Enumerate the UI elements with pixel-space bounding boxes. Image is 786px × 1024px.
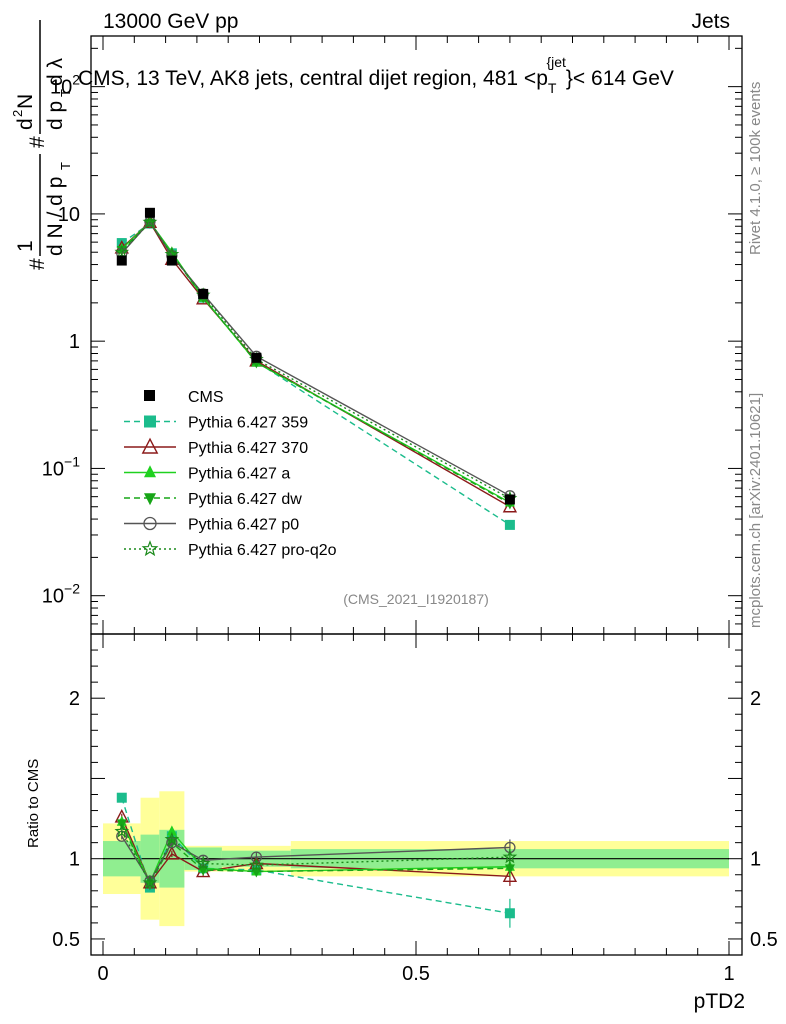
ratio-y-tick-label-right: 2 [750, 688, 761, 710]
main-y-tick-label: 1 [69, 331, 80, 353]
plot-title-sup: {jet [546, 54, 566, 70]
ratio-y-tick-label: 2 [69, 688, 80, 710]
x-tick-label: 0 [97, 963, 108, 985]
series-point [114, 244, 130, 259]
legend-label-data: CMS [188, 389, 224, 406]
main-panel: 10−2 10−1 1 10 102 [42, 35, 743, 955]
svg-text:d N / d p: d N / d p [44, 177, 67, 256]
data-point [198, 288, 209, 299]
ratio-point [164, 831, 180, 846]
legend-marker-1 [141, 437, 159, 454]
ratio-point [195, 855, 211, 870]
legend-label-5: Pythia 6.427 pro-q2o [188, 542, 337, 559]
series-point [144, 218, 155, 229]
svg-text:2: 2 [10, 110, 25, 117]
ratio-panel: 0 0.5 1 0.5 0.5 1 1 2 2 [52, 633, 778, 985]
main-y-tick-label: 102 [50, 72, 80, 99]
data-point [251, 352, 262, 363]
data-point [144, 207, 155, 218]
legend-marker-2 [144, 465, 156, 478]
svg-text:N: N [14, 94, 37, 109]
ratio-y-tick-label: 1 [69, 849, 80, 871]
x-tick-label: 0.5 [402, 963, 430, 985]
ratio-y-axis-title: Ratio to CMS [25, 759, 42, 848]
legend-label-3: Pythia 6.427 dw [188, 491, 302, 508]
svg-text:T: T [58, 162, 73, 170]
x-tick-label: 1 [723, 963, 734, 985]
rivet-version-label: Rivet 4.1.0, ≥ 100k events [747, 82, 764, 255]
svg-text:d p: d p [44, 101, 67, 130]
ratio-y-tick-label-right: 0.5 [750, 929, 778, 951]
series-point [504, 519, 515, 530]
legend-label-0: Pythia 6.427 359 [188, 415, 308, 432]
main-y-tick-label: 10 [58, 204, 80, 226]
svg-text:#: # [26, 258, 49, 270]
legend-marker-0 [144, 415, 156, 428]
header-energy-label: 13000 GeV pp [103, 10, 238, 33]
ratio-y-tick-label: 0.5 [52, 929, 80, 951]
ratio-point [116, 792, 127, 803]
main-y-axis-label: # 1 d N / d p T # d2N d p T d λ [10, 20, 73, 270]
legend-marker-5 [141, 540, 159, 557]
series-point [142, 214, 158, 229]
series-line-5 [121, 221, 511, 500]
svg-text:#: # [26, 136, 49, 148]
ratio-point [249, 857, 264, 872]
ratio-line-5 [121, 831, 510, 885]
series-line-4 [121, 220, 511, 497]
plot-title-end: }< 614 GeV [566, 67, 674, 90]
legend-marker-4 [143, 516, 157, 531]
series-line-2 [121, 221, 511, 504]
svg-text:d: d [14, 118, 37, 130]
data-point [504, 494, 515, 505]
ratio-y-tick-label-right: 1 [750, 849, 761, 871]
legend-label-4: Pythia 6.427 p0 [188, 517, 299, 534]
legend-label-2: Pythia 6.427 a [188, 466, 290, 483]
ratio-point [504, 864, 515, 875]
data-point [166, 255, 177, 266]
svg-text:1: 1 [14, 240, 37, 252]
legend: CMS Pythia 6.427 359 Pythia 6.427 370 Pythi… [124, 389, 337, 559]
ratio-point [166, 825, 177, 836]
main-y-tick-label: 10−2 [42, 581, 80, 608]
ratio-point [504, 908, 515, 919]
ratio-point [502, 868, 518, 883]
legend-marker-3 [144, 493, 156, 506]
x-axis-title: pTD2 [694, 990, 745, 1013]
analysis-id-label: (CMS_2021_I1920187) [343, 591, 489, 607]
ratio-point [114, 823, 130, 838]
ratio-point [502, 849, 518, 864]
ratio-point [142, 875, 158, 889]
legend-marker-data [144, 390, 155, 401]
main-y-tick-label: 10−1 [42, 453, 80, 480]
legend-label-1: Pythia 6.427 370 [188, 440, 308, 457]
ratio-point [251, 867, 262, 878]
ratio-point [198, 865, 209, 876]
svg-text:T: T [58, 89, 73, 97]
ratio-frame [90, 633, 743, 956]
plot-title: CMS, 13 TeV, AK8 jets, central dijet reg… [78, 54, 674, 96]
ratio-point [164, 845, 180, 860]
svg-text:d λ: d λ [44, 57, 67, 86]
plot-title-sub: T [548, 80, 557, 96]
data-point [116, 255, 127, 266]
plot-title-main: CMS, 13 TeV, AK8 jets, central dijet reg… [78, 67, 548, 90]
mcplots-label: mcplots.cern.ch [arXiv:2401.10621] [747, 393, 764, 628]
header-jets-label: Jets [691, 10, 730, 33]
